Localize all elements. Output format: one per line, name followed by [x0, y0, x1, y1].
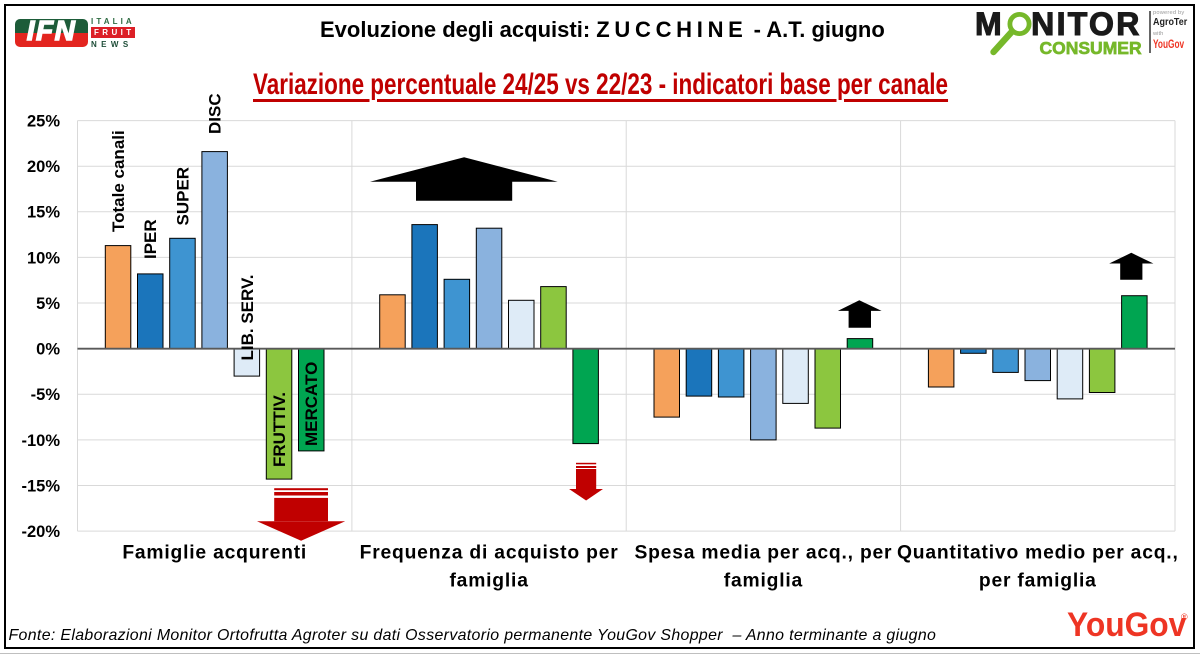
svg-text:per famiglia: per famiglia: [979, 570, 1097, 591]
svg-text:-15%: -15%: [21, 477, 60, 495]
svg-text:-20%: -20%: [21, 523, 60, 541]
svg-text:Famiglie acqurenti: Famiglie acqurenti: [122, 542, 307, 563]
svg-text:Totale canali: Totale canali: [109, 130, 128, 232]
svg-text:Frequenza di acquisto per: Frequenza di acquisto per: [360, 542, 619, 563]
svg-text:10%: 10%: [27, 249, 60, 267]
svg-text:MERCATO: MERCATO: [302, 362, 321, 446]
svg-text:-5%: -5%: [31, 386, 61, 404]
svg-text:FRUTTIV.: FRUTTIV.: [270, 392, 289, 467]
svg-text:SUPER: SUPER: [173, 167, 192, 226]
svg-text:LIB. SERV.: LIB. SERV.: [238, 275, 257, 361]
svg-text:5%: 5%: [36, 295, 60, 313]
svg-text:IPER: IPER: [141, 219, 160, 259]
svg-text:25%: 25%: [27, 113, 60, 131]
svg-text:20%: 20%: [27, 158, 60, 176]
svg-text:Quantitativo medio per acq.,: Quantitativo medio per acq.,: [897, 542, 1179, 563]
svg-text:famiglia: famiglia: [724, 570, 803, 591]
svg-text:0%: 0%: [36, 341, 60, 359]
svg-text:Spesa media per acq., per: Spesa media per acq., per: [634, 542, 892, 563]
svg-text:DISC: DISC: [206, 93, 225, 134]
svg-text:-10%: -10%: [21, 432, 60, 450]
svg-text:15%: 15%: [27, 204, 60, 222]
svg-text:famiglia: famiglia: [449, 570, 528, 591]
